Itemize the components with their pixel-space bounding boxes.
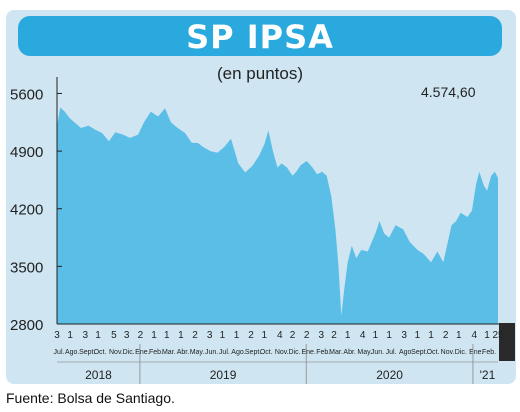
x-tick-month: Abr. bbox=[343, 349, 356, 356]
x-tick-month: Ene. bbox=[135, 349, 149, 356]
x-tick-month: Feb. bbox=[149, 349, 163, 356]
y-tick-label: 2800 bbox=[10, 317, 43, 334]
x-tick-day: 1 bbox=[415, 330, 421, 341]
x-tick-month: Nov. bbox=[109, 349, 123, 356]
ipsa-area bbox=[57, 107, 498, 324]
x-tick-day: 2 bbox=[304, 330, 310, 341]
x-tick-day: 1 bbox=[345, 330, 351, 341]
x-tick-day: 2 bbox=[290, 330, 296, 341]
x-tick-month: Jun. bbox=[371, 349, 384, 356]
year-label: 2019 bbox=[210, 368, 237, 382]
x-tick-month: May. bbox=[357, 349, 372, 356]
x-tick-month: Jul. bbox=[54, 349, 65, 356]
x-tick-day: 4 bbox=[472, 330, 478, 341]
x-tick-day: 4 bbox=[360, 330, 366, 341]
x-tick-month: Ene. bbox=[301, 349, 315, 356]
year-label: 2020 bbox=[376, 368, 403, 382]
x-tick-day: 1 bbox=[220, 330, 226, 341]
x-tick-month: Nov. bbox=[441, 349, 455, 356]
x-tick-month: Ago. bbox=[399, 349, 413, 356]
x-tick-day: 3 bbox=[54, 330, 60, 341]
x-tick-day: 1 bbox=[262, 330, 268, 341]
chart-subtitle: (en puntos) bbox=[217, 64, 303, 83]
x-tick-month: Dic. bbox=[455, 349, 467, 356]
x-tick-month: Ago. bbox=[231, 349, 245, 356]
x-tick-month: Jul. bbox=[219, 349, 230, 356]
x-tick-day: 2 bbox=[138, 330, 144, 341]
x-tick-day: 2 bbox=[443, 330, 449, 341]
x-tick-month: Ene. bbox=[469, 349, 483, 356]
x-tick-month: Abr. bbox=[177, 349, 190, 356]
x-tick-month: Jun. bbox=[205, 349, 218, 356]
y-tick-label: 3500 bbox=[10, 259, 43, 276]
x-tick-day: 1 bbox=[95, 330, 101, 341]
x-tick-day: 3 bbox=[82, 330, 88, 341]
x-tick-day: 1 bbox=[428, 330, 434, 341]
x-tick-month: Feb. bbox=[482, 349, 496, 356]
x-tick-day: 4 bbox=[277, 330, 283, 341]
x-tick-month: Oct. bbox=[94, 349, 107, 356]
x-tick-day: 2 bbox=[248, 330, 254, 341]
x-tick-day: 1 bbox=[386, 330, 392, 341]
x-tick-day: 5 bbox=[111, 330, 117, 341]
x-tick-month: Ago. bbox=[65, 349, 79, 356]
x-tick-month: Nov. bbox=[275, 349, 289, 356]
x-tick-day: 1 bbox=[234, 330, 240, 341]
x-tick-day: 1 bbox=[484, 330, 490, 341]
axis-end-block bbox=[499, 323, 515, 361]
y-tick-label: 4900 bbox=[10, 144, 43, 161]
x-tick-day: 1 bbox=[151, 330, 157, 341]
x-tick-month: Feb. bbox=[316, 349, 330, 356]
x-tick-day: 1 bbox=[373, 330, 379, 341]
x-tick-month: Sept. bbox=[79, 349, 95, 356]
x-tick-day: 3 bbox=[318, 330, 324, 341]
x-tick-month: Dic. bbox=[123, 349, 135, 356]
x-tick-day: 2 bbox=[192, 330, 198, 341]
x-tick-month: May. bbox=[190, 349, 205, 356]
year-label: '21 bbox=[480, 368, 496, 382]
x-tick-month: Mar. bbox=[329, 349, 343, 356]
x-tick-day: 25 bbox=[492, 330, 504, 341]
x-tick-month: Mar. bbox=[162, 349, 176, 356]
year-label: 2018 bbox=[85, 368, 112, 382]
x-tick-month: Dic. bbox=[289, 349, 301, 356]
x-tick-month: Oct. bbox=[260, 349, 273, 356]
x-tick-month: Oct. bbox=[427, 349, 440, 356]
x-tick-day: 3 bbox=[207, 330, 213, 341]
chart-title: SP IPSA bbox=[186, 18, 334, 56]
x-tick-day: 2 bbox=[331, 330, 337, 341]
y-tick-label: 5600 bbox=[10, 86, 43, 103]
source-note: Fuente: Bolsa de Santiago. bbox=[6, 390, 175, 406]
title-banner: SP IPSA bbox=[18, 16, 502, 56]
x-tick-day: 1 bbox=[164, 330, 170, 341]
x-tick-month: Sept. bbox=[245, 349, 261, 356]
x-tick-month: Jul. bbox=[386, 349, 397, 356]
last-value-label: 4.574,60 bbox=[421, 84, 476, 100]
x-tick-day: 1 bbox=[67, 330, 73, 341]
x-tick-month: Sept. bbox=[411, 349, 427, 356]
y-tick-label: 4200 bbox=[10, 202, 43, 219]
x-tick-day: 1 bbox=[456, 330, 462, 341]
x-tick-day: 3 bbox=[124, 330, 130, 341]
x-tick-day: 1 bbox=[178, 330, 184, 341]
x-tick-day: 3 bbox=[401, 330, 407, 341]
